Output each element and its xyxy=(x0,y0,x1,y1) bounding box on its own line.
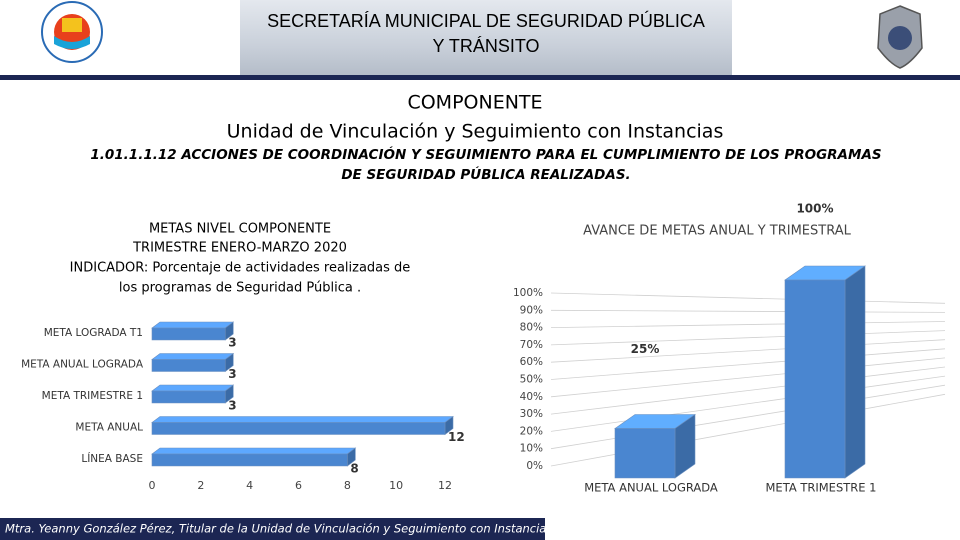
x-tick-label: 8 xyxy=(344,479,351,492)
subheading: Unidad de Vinculación y Seguimiento con … xyxy=(227,121,724,143)
activity: DE SEGURIDAD PÚBLICA REALIZADAS. xyxy=(341,165,630,183)
y-tick-label: 70% xyxy=(520,339,543,351)
bar-face xyxy=(784,279,846,479)
category-label: META TRIMESTRE 1 xyxy=(766,481,877,495)
footer: Mtra. Yeanny González Pérez, Titular de … xyxy=(5,522,556,536)
bar-face xyxy=(151,359,226,372)
bar-face xyxy=(151,447,357,455)
y-tick-label: 0% xyxy=(526,460,543,472)
grid-line xyxy=(550,375,946,432)
heading: COMPONENTE xyxy=(407,92,542,114)
bar xyxy=(614,413,696,479)
value-label: 8 xyxy=(350,462,358,476)
bar-face xyxy=(151,321,235,329)
bar-face xyxy=(614,428,676,479)
category-label: META TRIMESTRE 1 xyxy=(42,390,143,402)
bar-face xyxy=(151,453,348,467)
x-tick-label: 6 xyxy=(295,479,302,492)
grid-line xyxy=(550,309,946,313)
x-tick-label: 4 xyxy=(246,479,253,492)
y-tick-label: 40% xyxy=(520,391,543,403)
activity: 1.01.1.1.12 ACCIONES DE COORDINACIÓN Y S… xyxy=(90,145,881,163)
bar xyxy=(151,384,235,404)
value-label: 100% xyxy=(796,202,833,216)
bar-face xyxy=(151,422,446,435)
bar-face xyxy=(844,265,866,479)
value-label: 3 xyxy=(228,399,236,413)
header-title: SECRETARÍA MUNICIPAL DE SEGURIDAD PÚBLIC… xyxy=(267,10,705,31)
y-tick-label: 60% xyxy=(520,356,543,368)
value-label: 12 xyxy=(448,430,465,444)
bar xyxy=(784,265,866,479)
chart-title: los programas de Seguridad Pública . xyxy=(119,281,361,296)
category-label: LÍNEA BASE xyxy=(81,452,143,465)
grid-line xyxy=(550,292,946,304)
grid-line xyxy=(550,348,946,380)
y-tick-label: 50% xyxy=(520,374,543,386)
category-label: META ANUAL xyxy=(75,422,143,434)
x-tick-label: 10 xyxy=(389,479,403,492)
y-tick-label: 90% xyxy=(520,304,543,316)
grid-line xyxy=(550,357,946,398)
x-tick-label: 12 xyxy=(438,479,452,492)
grid-line xyxy=(550,330,946,346)
grid-line xyxy=(550,384,946,450)
x-tick-label: 2 xyxy=(197,479,204,492)
bar-face xyxy=(151,327,226,341)
grid-line xyxy=(550,393,946,467)
y-tick-label: 10% xyxy=(520,443,543,455)
y-tick-label: 20% xyxy=(520,425,543,437)
bar xyxy=(151,321,235,341)
value-label: 3 xyxy=(228,367,236,381)
value-label: 25% xyxy=(631,342,660,356)
bar-face xyxy=(151,353,235,360)
y-tick-label: 100% xyxy=(513,287,543,299)
chart-title: TRIMESTRE ENERO-MARZO 2020 xyxy=(132,241,347,256)
header-title: Y TRÁNSITO xyxy=(432,36,539,56)
category-label: META ANUAL LOGRADA xyxy=(21,359,144,371)
bar-face xyxy=(151,384,235,392)
chart-title: AVANCE DE METAS ANUAL Y TRIMESTRAL xyxy=(583,224,851,239)
bar-face xyxy=(151,416,454,423)
chart-title: METAS NIVEL COMPONENTE xyxy=(149,222,331,237)
grid-line xyxy=(550,366,946,415)
grid-line xyxy=(550,339,946,363)
value-label: 3 xyxy=(228,336,236,350)
logo-left xyxy=(41,1,103,63)
logo-right xyxy=(877,5,923,69)
x-tick-label: 0 xyxy=(149,479,156,492)
grid-line xyxy=(550,321,946,328)
bar xyxy=(151,352,235,373)
bar xyxy=(151,447,357,467)
bar xyxy=(151,415,454,436)
footer-band xyxy=(0,518,545,540)
chart-title: INDICADOR: Porcentaje de actividades rea… xyxy=(70,261,411,276)
header-rule xyxy=(0,75,960,80)
y-tick-label: 80% xyxy=(520,322,543,334)
y-tick-label: 30% xyxy=(520,408,543,420)
header-band xyxy=(240,0,732,76)
category-label: META ANUAL LOGRADA xyxy=(584,481,718,495)
bar-face xyxy=(151,390,226,404)
category-label: META LOGRADA T1 xyxy=(44,327,143,339)
